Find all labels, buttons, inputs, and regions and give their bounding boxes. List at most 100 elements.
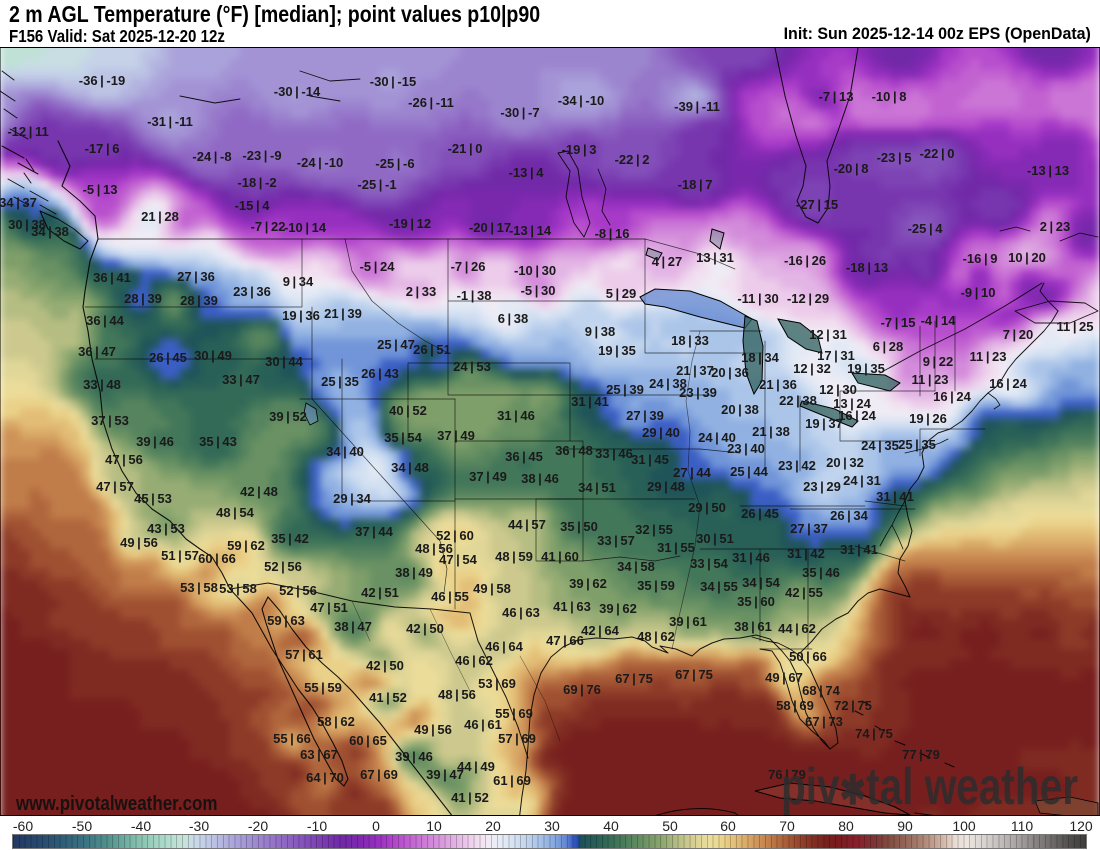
- svg-text:49 | 56: 49 | 56: [120, 535, 158, 550]
- svg-text:26 | 43: 26 | 43: [361, 366, 399, 381]
- svg-text:-18 | 7: -18 | 7: [678, 177, 713, 192]
- svg-text:9 | 22: 9 | 22: [923, 354, 954, 369]
- svg-text:35 | 43: 35 | 43: [199, 434, 237, 449]
- svg-text:23 | 36: 23 | 36: [233, 284, 271, 299]
- svg-text:47 | 66: 47 | 66: [546, 633, 584, 648]
- svg-text:10 | 20: 10 | 20: [1008, 250, 1046, 265]
- svg-text:55 | 69: 55 | 69: [495, 706, 533, 721]
- svg-text:11 | 23: 11 | 23: [969, 349, 1006, 364]
- svg-text:52 | 56: 52 | 56: [264, 559, 302, 574]
- svg-text:31 | 42: 31 | 42: [787, 546, 825, 561]
- svg-text:31 | 41: 31 | 41: [876, 489, 914, 504]
- svg-text:36 | 48: 36 | 48: [555, 443, 593, 458]
- svg-text:42 | 55: 42 | 55: [785, 585, 823, 600]
- svg-text:42 | 51: 42 | 51: [361, 585, 399, 600]
- svg-text:-10 | 14: -10 | 14: [284, 220, 327, 235]
- svg-text:36 | 44: 36 | 44: [86, 313, 125, 328]
- svg-text:34 | 58: 34 | 58: [617, 559, 655, 574]
- svg-text:53 | 58: 53 | 58: [219, 581, 257, 596]
- svg-text:39 | 61: 39 | 61: [669, 614, 707, 629]
- svg-text:-30 | -15: -30 | -15: [370, 74, 416, 89]
- svg-text:38 | 47: 38 | 47: [334, 619, 372, 634]
- svg-text:12 | 32: 12 | 32: [793, 361, 831, 376]
- svg-text:27 | 39: 27 | 39: [626, 408, 664, 423]
- svg-text:34 | 55: 34 | 55: [700, 579, 738, 594]
- svg-text:33 | 47: 33 | 47: [222, 372, 260, 387]
- svg-text:-4 | 14: -4 | 14: [921, 313, 957, 328]
- svg-text:39 | 46: 39 | 46: [136, 434, 174, 449]
- svg-text:47 | 56: 47 | 56: [105, 452, 143, 467]
- svg-text:46 | 55: 46 | 55: [431, 589, 469, 604]
- svg-text:69 | 76: 69 | 76: [563, 682, 601, 697]
- svg-text:21 | 36: 21 | 36: [759, 377, 797, 392]
- svg-text:33 | 57: 33 | 57: [597, 533, 635, 548]
- svg-text:34 | 48: 34 | 48: [391, 460, 429, 475]
- svg-text:-13 | 14: -13 | 14: [509, 223, 552, 238]
- svg-text:19 | 35: 19 | 35: [847, 361, 885, 376]
- svg-text:16 | 24: 16 | 24: [933, 389, 972, 404]
- svg-text:27 | 44: 27 | 44: [673, 465, 712, 480]
- svg-text:46 | 64: 46 | 64: [485, 639, 524, 654]
- svg-text:-13 | 4: -13 | 4: [509, 165, 545, 180]
- svg-text:49 | 56: 49 | 56: [414, 722, 452, 737]
- svg-text:33 | 46: 33 | 46: [595, 446, 633, 461]
- svg-text:76 | 79: 76 | 79: [768, 767, 806, 782]
- svg-text:34 | 51: 34 | 51: [578, 480, 616, 495]
- svg-text:18 | 33: 18 | 33: [671, 333, 709, 348]
- svg-text:-21 | 0: -21 | 0: [448, 141, 483, 156]
- svg-text:35 | 59: 35 | 59: [637, 578, 675, 593]
- svg-text:-7 | 26: -7 | 26: [451, 259, 486, 274]
- svg-text:-23 | 5: -23 | 5: [877, 150, 912, 165]
- svg-text:35 | 54: 35 | 54: [384, 430, 423, 445]
- svg-text:53 | 69: 53 | 69: [478, 676, 516, 691]
- svg-text:55 | 66: 55 | 66: [273, 731, 311, 746]
- svg-text:11 | 25: 11 | 25: [1056, 319, 1093, 334]
- svg-text:60 | 65: 60 | 65: [349, 733, 387, 748]
- svg-text:42 | 50: 42 | 50: [366, 658, 404, 673]
- svg-text:42 | 48: 42 | 48: [240, 484, 278, 499]
- svg-text:34 | 37: 34 | 37: [0, 195, 37, 210]
- svg-text:25 | 39: 25 | 39: [606, 382, 644, 397]
- svg-text:-30 | -7: -30 | -7: [500, 105, 539, 120]
- svg-text:41 | 60: 41 | 60: [541, 549, 579, 564]
- svg-text:34 | 54: 34 | 54: [742, 575, 781, 590]
- svg-text:26 | 45: 26 | 45: [741, 506, 779, 521]
- svg-text:-5 | 13: -5 | 13: [83, 182, 118, 197]
- svg-text:26 | 34: 26 | 34: [830, 508, 869, 523]
- svg-text:72 | 75: 72 | 75: [834, 698, 872, 713]
- svg-text:-7 | 15: -7 | 15: [881, 315, 916, 330]
- svg-text:27 | 36: 27 | 36: [177, 269, 215, 284]
- svg-text:2 | 23: 2 | 23: [1040, 219, 1071, 234]
- svg-text:44 | 62: 44 | 62: [778, 621, 816, 636]
- svg-text:22 | 38: 22 | 38: [779, 393, 817, 408]
- svg-text:12 | 31: 12 | 31: [809, 327, 847, 342]
- svg-text:-24 | -8: -24 | -8: [192, 149, 231, 164]
- svg-text:48 | 54: 48 | 54: [216, 505, 255, 520]
- svg-text:-12 | 29: -12 | 29: [787, 291, 829, 306]
- svg-text:57 | 61: 57 | 61: [285, 647, 323, 662]
- svg-text:16 | 24: 16 | 24: [838, 408, 877, 423]
- svg-text:11 | 23: 11 | 23: [911, 372, 948, 387]
- svg-text:31 | 46: 31 | 46: [732, 550, 770, 565]
- svg-text:58 | 69: 58 | 69: [776, 698, 814, 713]
- svg-text:35 | 42: 35 | 42: [271, 531, 309, 546]
- svg-text:21 | 39: 21 | 39: [324, 306, 362, 321]
- svg-text:47 | 57: 47 | 57: [96, 479, 134, 494]
- svg-text:-23 | -9: -23 | -9: [242, 148, 281, 163]
- svg-text:-7 | 13: -7 | 13: [819, 89, 854, 104]
- svg-text:24 | 40: 24 | 40: [698, 430, 736, 445]
- svg-text:30 | 51: 30 | 51: [696, 531, 734, 546]
- svg-text:21 | 37: 21 | 37: [676, 363, 714, 378]
- svg-text:21 | 38: 21 | 38: [752, 424, 790, 439]
- svg-text:26 | 45: 26 | 45: [149, 350, 187, 365]
- svg-text:48 | 62: 48 | 62: [637, 629, 675, 644]
- svg-text:35 | 60: 35 | 60: [737, 594, 775, 609]
- svg-text:-36 | -19: -36 | -19: [79, 73, 125, 88]
- svg-text:29 | 34: 29 | 34: [333, 491, 372, 506]
- svg-text:-19 | 3: -19 | 3: [562, 142, 597, 157]
- svg-text:30 | 49: 30 | 49: [194, 348, 232, 363]
- svg-text:-19 | 12: -19 | 12: [389, 216, 431, 231]
- svg-text:47 | 51: 47 | 51: [310, 600, 348, 615]
- svg-text:53 | 58: 53 | 58: [180, 580, 218, 595]
- svg-text:-18 | -2: -18 | -2: [237, 175, 276, 190]
